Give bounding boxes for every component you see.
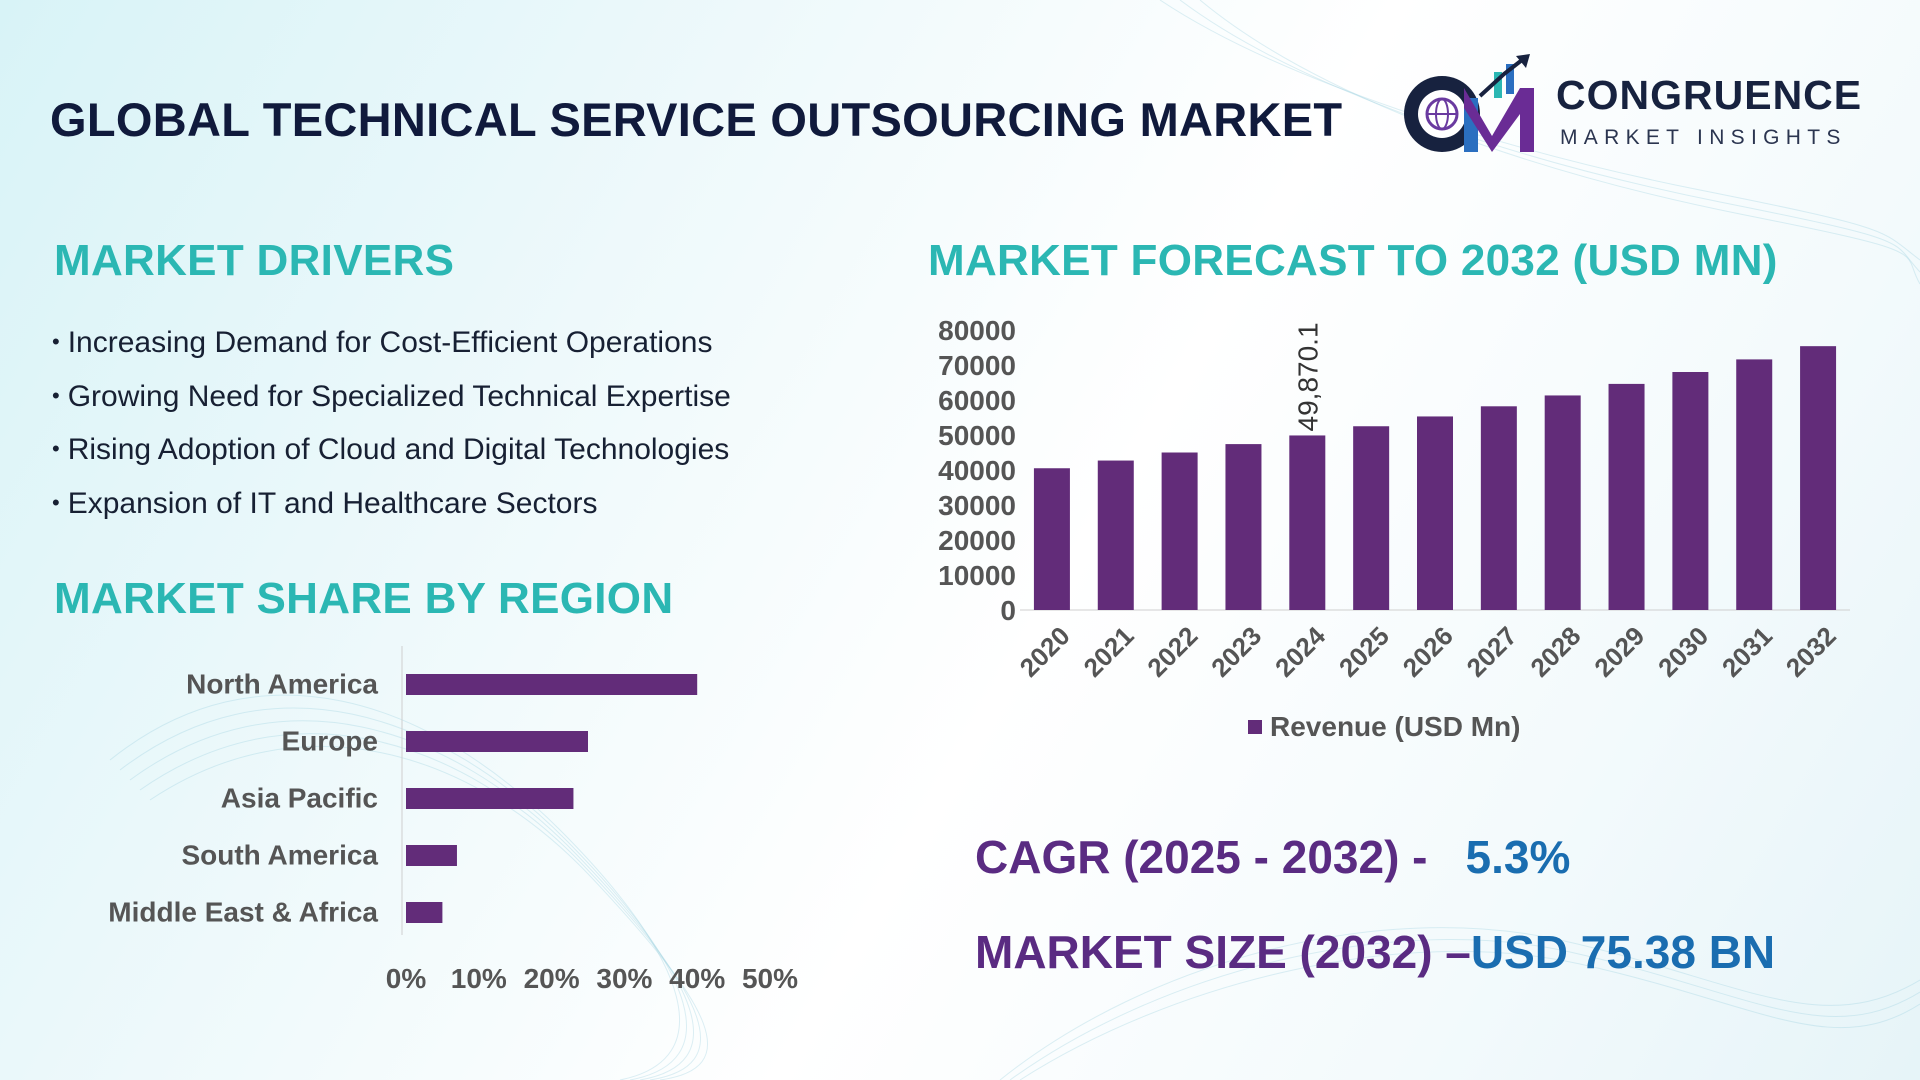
forecast-y-tick-label: 20000: [938, 525, 1016, 556]
forecast-x-tick-label: 2029: [1588, 621, 1650, 683]
forecast-x-tick-label: 2025: [1333, 621, 1395, 683]
region-category-label: South America: [181, 840, 378, 871]
forecast-bar: [1161, 452, 1198, 610]
forecast-y-tick-label: 80000: [938, 315, 1016, 346]
region-x-tick-label: 50%: [742, 963, 798, 994]
forecast-y-tick-label: 50000: [938, 420, 1016, 451]
forecast-bar: [1800, 346, 1837, 610]
brand-logo: CONGRUENCE MARKET INSIGHTS: [1400, 52, 1870, 162]
region-share-title: MARKET SHARE BY REGION: [54, 574, 674, 623]
forecast-bar: [1480, 406, 1517, 610]
region-bar: [406, 731, 588, 752]
region-bar: [406, 788, 574, 809]
region-bar: [406, 845, 457, 866]
bullet-icon: •: [52, 329, 60, 354]
forecast-y-tick-label: 40000: [938, 455, 1016, 486]
region-x-tick-label: 10%: [451, 963, 507, 994]
legend-swatch: [1248, 720, 1262, 734]
logo-mark-icon: [1404, 54, 1534, 152]
forecast-bar: [1097, 460, 1134, 610]
forecast-x-tick-label: 2023: [1205, 621, 1267, 683]
region-x-tick-label: 30%: [596, 963, 652, 994]
forecast-bar: [1544, 395, 1581, 610]
forecast-bar: [1608, 383, 1645, 610]
forecast-x-tick-label: 2028: [1524, 621, 1586, 683]
region-category-label: Asia Pacific: [221, 783, 378, 814]
market-drivers-list: • Increasing Demand for Cost-Efficient Op…: [52, 322, 731, 536]
region-share-chart: North America Europe Asia Pacific South Ame…: [108, 646, 798, 994]
forecast-x-tick-label: 2020: [1014, 621, 1076, 683]
forecast-x-tick-label: 2030: [1652, 621, 1714, 683]
forecast-y-tick-label: 10000: [938, 560, 1016, 591]
region-bar: [406, 902, 443, 923]
forecast-y-tick-label: 0: [1000, 595, 1016, 626]
driver-item: • Increasing Demand for Cost-Efficient Op…: [52, 326, 713, 359]
driver-item: • Expansion of IT and Healthcare Sectors: [52, 486, 598, 520]
forecast-x-tick-label: 2032: [1780, 621, 1842, 683]
cagr-value: 5.3%: [1465, 831, 1571, 883]
driver-item: • Rising Adoption of Cloud and Digital Te…: [52, 433, 730, 466]
region-category-label: Europe: [282, 726, 378, 757]
region-x-tick-label: 20%: [524, 963, 580, 994]
bullet-icon: •: [52, 489, 60, 515]
forecast-title: MARKET FORECAST TO 2032 (USD MN): [928, 236, 1778, 285]
bullet-icon: •: [52, 382, 60, 408]
forecast-bar: [1033, 468, 1070, 610]
forecast-bar: [1736, 359, 1773, 610]
region-bar: [406, 674, 698, 695]
forecast-bar: [1672, 372, 1709, 610]
logo-name: CONGRUENCE: [1556, 72, 1863, 118]
forecast-x-tick-label: 2021: [1077, 621, 1139, 683]
market-drivers-title: MARKET DRIVERS: [54, 236, 455, 285]
region-category-label: North America: [186, 669, 378, 700]
cagr-label: CAGR (2025 - 2032) -: [975, 831, 1428, 883]
forecast-y-tick-label: 70000: [938, 350, 1016, 381]
forecast-bar: [1417, 416, 1453, 610]
market-size-label: MARKET SIZE (2032) –: [975, 926, 1471, 978]
forecast-bar: [1225, 444, 1262, 610]
bullet-icon: •: [52, 436, 60, 461]
forecast-x-tick-label: 2031: [1716, 621, 1778, 683]
logo-subtitle: MARKET INSIGHTS: [1560, 126, 1847, 149]
forecast-data-label: 49,870.1: [1292, 322, 1323, 431]
legend-label: Revenue (USD Mn): [1270, 711, 1520, 742]
region-x-tick-label: 0%: [386, 963, 427, 994]
forecast-x-tick-label: 2026: [1397, 621, 1459, 683]
region-category-label: Middle East & Africa: [108, 897, 378, 928]
forecast-bar: [1353, 426, 1390, 610]
forecast-chart: 0 10000 20000 30000 40000 50000 60000 70000 8000…: [938, 315, 1850, 742]
cagr-stat: CAGR (2025 - 2032) - 5.3%: [975, 830, 1570, 884]
forecast-x-tick-label: 2027: [1461, 621, 1523, 683]
driver-item: • Growing Need for Specialized Technical …: [52, 379, 731, 413]
page-title: GLOBAL TECHNICAL SERVICE OUTSOURCING MAR…: [50, 93, 1343, 146]
forecast-x-tick-label: 2024: [1269, 620, 1331, 682]
forecast-y-tick-label: 60000: [938, 385, 1016, 416]
forecast-y-tick-label: 30000: [938, 490, 1016, 521]
market-size-stat: MARKET SIZE (2032) –USD 75.38 BN: [975, 925, 1775, 979]
region-x-tick-label: 40%: [669, 963, 725, 994]
forecast-x-tick-label: 2022: [1141, 621, 1203, 683]
forecast-bar: [1289, 435, 1326, 610]
market-size-value: USD 75.38 BN: [1470, 926, 1776, 978]
